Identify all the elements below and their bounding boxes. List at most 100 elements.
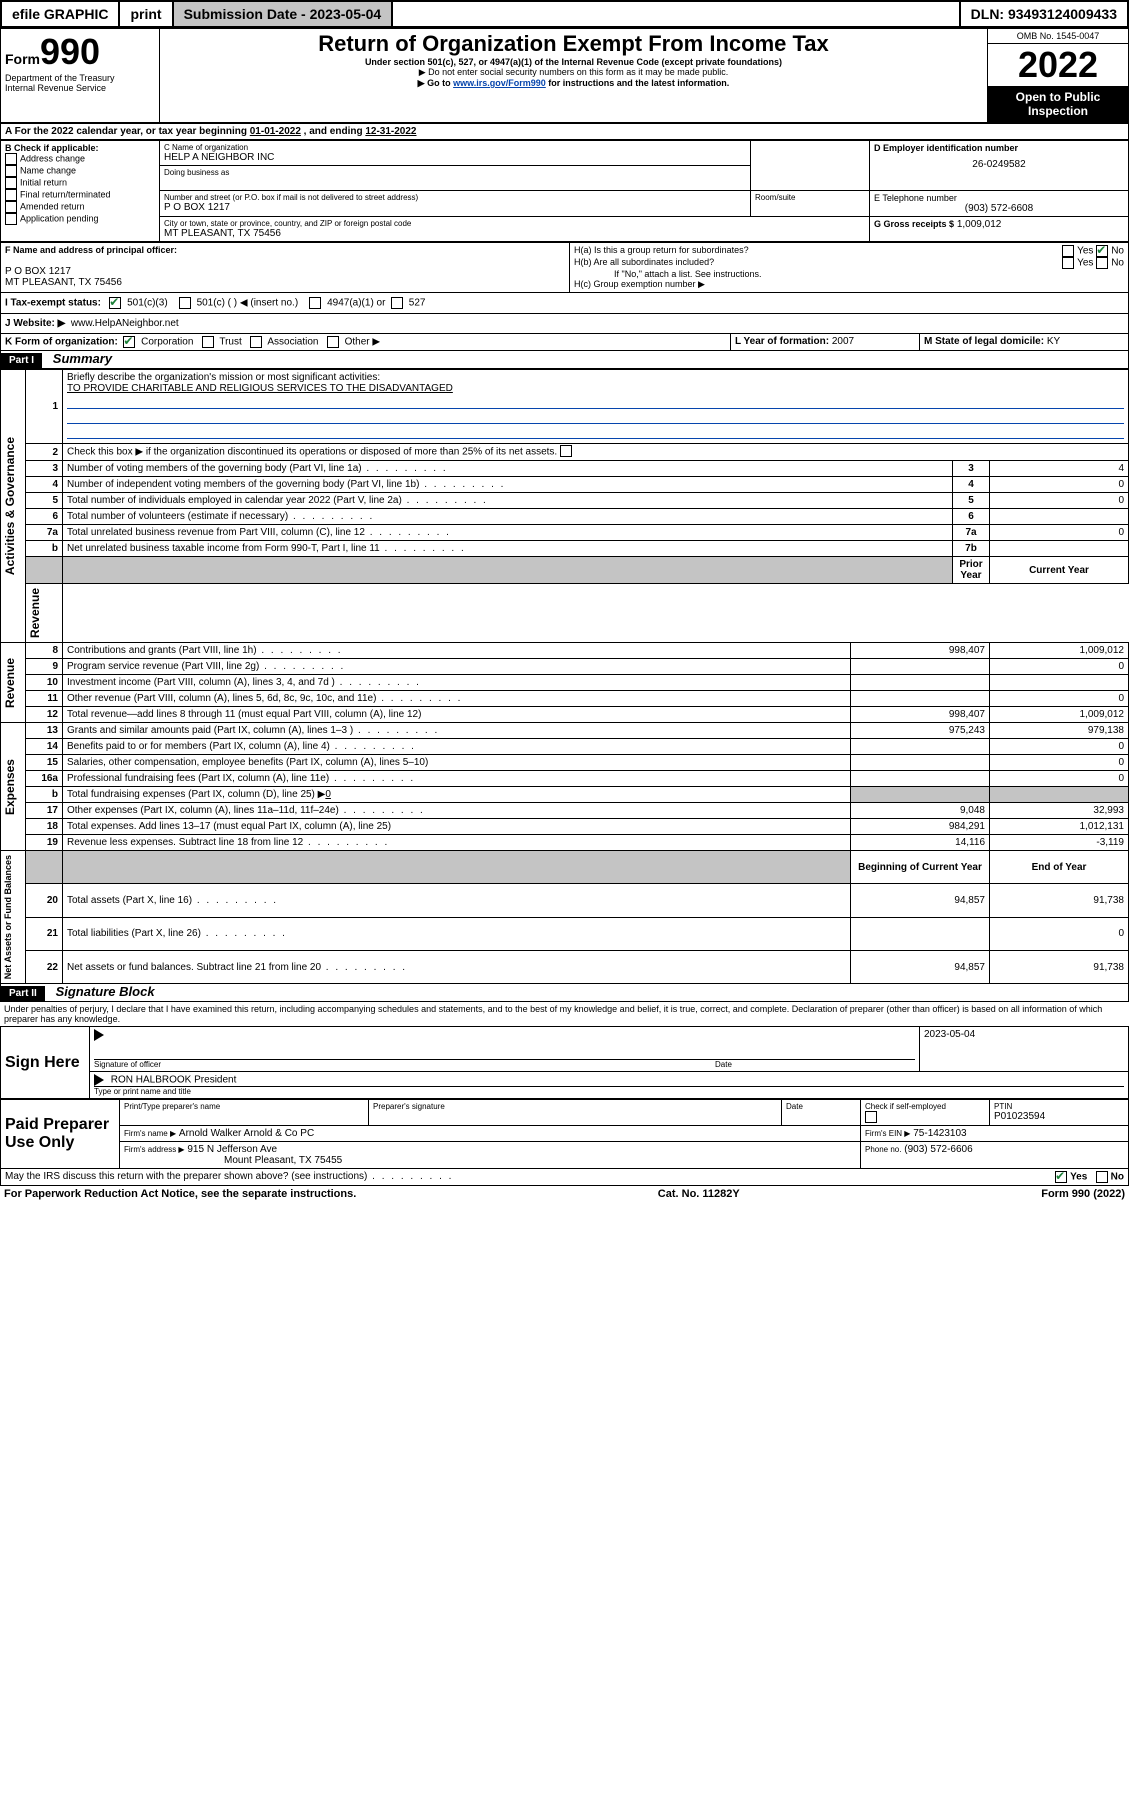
b-application-pending[interactable]: Application pending [5,213,155,225]
sig-officer-label: Signature of officer [94,1060,715,1069]
part-ii-header: Part II [1,986,45,1001]
b-amended-return[interactable]: Amended return [5,201,155,213]
note-ssn: ▶ Do not enter social security numbers o… [164,67,983,78]
hb-row: H(b) Are all subordinates included? Yes … [574,257,1124,269]
efile-label: efile GRAPHIC [2,2,120,26]
officer-addr1: P O BOX 1217 [5,266,565,277]
chk-4947[interactable] [309,297,321,309]
firm-addr1: 915 N Jefferson Ave [187,1144,277,1155]
section-revenue: Revenue [26,584,44,642]
b-label: B Check if applicable: [5,143,155,153]
state-domicile: KY [1047,336,1060,347]
website-row: J Website: ▶ www.HelpANeighbor.net [0,314,1129,334]
chk-501c3[interactable] [109,297,121,309]
chk-other[interactable] [327,336,339,348]
revenue-table: Revenue 8Contributions and grants (Part … [0,642,1129,723]
firm-ein: 75-1423103 [913,1128,966,1139]
spacer [393,2,958,26]
footer-left: For Paperwork Reduction Act Notice, see … [4,1188,356,1200]
form-title: Return of Organization Exempt From Incom… [164,31,983,57]
officer-type-label: Type or print name and title [94,1086,1124,1096]
chk-trust[interactable] [202,336,214,348]
sig-date: 2023-05-04 [924,1029,1124,1040]
tax-exempt-status: I Tax-exempt status: 501(c)(3) 501(c) ( … [0,293,1129,314]
b-initial-return[interactable]: Initial return [5,177,155,189]
g-label: G Gross receipts $ [874,219,954,229]
ha-row: H(a) Is this a group return for subordin… [574,245,1124,257]
addr-label: Number and street (or P.O. box if mail i… [164,193,746,202]
ein-value: 26-0249582 [874,153,1124,176]
hc-row: H(c) Group exemption number ▶ [574,279,1124,290]
officer-name-title: RON HALBROOK President [111,1075,237,1086]
gross-receipts: 1,009,012 [957,219,1002,230]
tax-year-line: A For the 2022 calendar year, or tax yea… [0,124,1129,140]
sign-here-block: Sign Here Signature of officer Date 2023… [0,1026,1129,1099]
paid-preparer-label: Paid Preparer Use Only [1,1100,120,1169]
b-name-change[interactable]: Name change [5,165,155,177]
b-final-return[interactable]: Final return/terminated [5,189,155,201]
discuss-row: May the IRS discuss this return with the… [0,1169,1129,1186]
chk-527[interactable] [391,297,403,309]
form-header: Form990 Department of the Treasury Inter… [0,28,1129,124]
submission-date: Submission Date - 2023-05-04 [174,2,394,26]
part-i-title: Summary [45,351,112,366]
sig-date-label: Date [715,1060,915,1069]
dept-label: Department of the Treasury [5,73,155,83]
ptin-value: P01023594 [994,1111,1124,1122]
col-begin: Beginning of Current Year [851,851,990,884]
dba-label: Doing business as [164,168,746,177]
top-toolbar: efile GRAPHIC print Submission Date - 20… [0,0,1129,28]
b-address-change[interactable]: Address change [5,153,155,165]
part-i-header: Part I [1,353,42,368]
room-label: Room/suite [755,193,865,202]
website-value: www.HelpANeighbor.net [71,318,179,329]
summary-table: Activities & Governance 1 Briefly descri… [0,369,1129,643]
officer-group-block: F Name and address of principal officer:… [0,242,1129,293]
officer-addr2: MT PLEASANT, TX 75456 [5,277,565,288]
chk-501c[interactable] [179,297,191,309]
footer-right: Form 990 (2022) [1041,1188,1125,1200]
arrow-icon [94,1029,104,1041]
tax-year: 2022 [988,44,1128,86]
hb-note: If "No," attach a list. See instructions… [574,269,1124,279]
irs-label: Internal Revenue Service [5,83,155,93]
d-label: D Employer identification number [874,143,1124,153]
part-ii: Part II Signature Block [0,984,1129,1002]
col-current: Current Year [990,557,1129,584]
col-prior: Prior Year [953,557,990,584]
note-goto: ▶ Go to www.irs.gov/Form990 for instruct… [164,78,983,89]
page-footer: For Paperwork Reduction Act Notice, see … [0,1186,1129,1202]
form-number: Form990 [5,31,155,73]
instructions-link[interactable]: www.irs.gov/Form990 [453,78,546,88]
footer-mid: Cat. No. 11282Y [658,1188,740,1200]
section-ag: Activities & Governance [1,433,19,579]
f-label: F Name and address of principal officer: [5,245,565,255]
col-end: End of Year [990,851,1129,884]
expenses-table: Expenses 13Grants and similar amounts pa… [0,722,1129,851]
sign-here-label: Sign Here [1,1027,90,1099]
omb-number: OMB No. 1545-0047 [988,29,1128,44]
firm-addr2: Mount Pleasant, TX 75455 [124,1155,342,1166]
net-assets-table: Net Assets or Fund Balances Beginning of… [0,850,1129,984]
paid-preparer-block: Paid Preparer Use Only Print/Type prepar… [0,1099,1129,1169]
inspection-badge: Open to Public Inspection [988,86,1128,122]
city-label: City or town, state or province, country… [164,219,865,228]
l2-label: Check this box ▶ if the organization dis… [63,444,1129,461]
chk-corp[interactable] [123,336,135,348]
part-ii-title: Signature Block [48,984,155,999]
org-name: HELP A NEIGHBOR INC [164,152,746,163]
declaration-text: Under penalties of perjury, I declare th… [0,1002,1129,1026]
l1-label: Briefly describe the organization's miss… [67,372,380,383]
form-subtitle: Under section 501(c), 527, or 4947(a)(1)… [164,57,983,67]
part-i: Part I Summary [0,351,1129,369]
self-employed-check[interactable]: Check if self-employed [865,1102,985,1111]
chk-assoc[interactable] [250,336,262,348]
e-label: E Telephone number [874,193,1124,203]
c-name-label: C Name of organization [164,143,746,152]
year-formation: 2007 [832,336,854,347]
print-button[interactable]: print [120,2,173,26]
firm-name: Arnold Walker Arnold & Co PC [179,1128,314,1139]
discuss-no[interactable] [1096,1171,1108,1183]
discuss-yes[interactable] [1055,1171,1067,1183]
identity-block: B Check if applicable: Address change Na… [0,140,1129,242]
